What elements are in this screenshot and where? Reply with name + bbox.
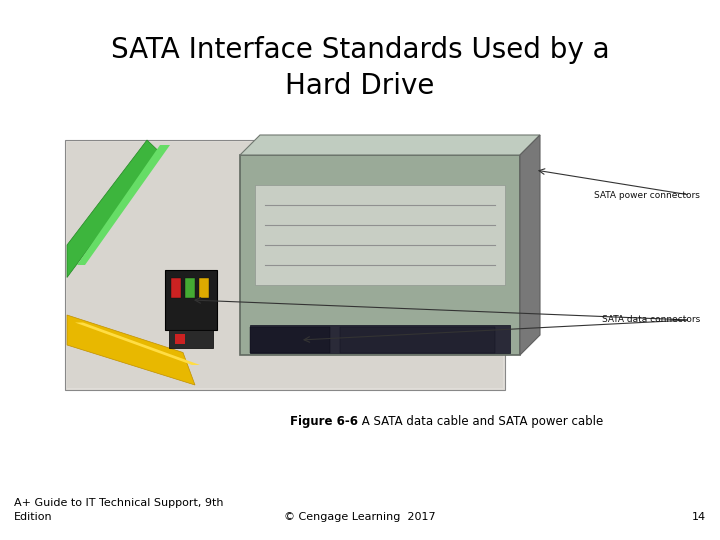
Bar xyxy=(250,325,510,353)
Text: 14: 14 xyxy=(692,512,706,522)
Bar xyxy=(255,185,505,285)
Bar xyxy=(67,142,503,388)
Polygon shape xyxy=(67,315,195,385)
Text: A SATA data cable and SATA power cable: A SATA data cable and SATA power cable xyxy=(358,415,603,429)
Bar xyxy=(240,155,520,355)
Bar xyxy=(199,278,209,298)
Text: A+ Guide to IT Technical Support, 9th
Edition: A+ Guide to IT Technical Support, 9th Ed… xyxy=(14,498,223,522)
Polygon shape xyxy=(67,140,160,278)
Bar xyxy=(175,334,185,344)
Bar xyxy=(165,270,217,330)
Bar xyxy=(185,278,195,298)
Text: SATA Interface Standards Used by a
Hard Drive: SATA Interface Standards Used by a Hard … xyxy=(111,36,609,100)
Bar xyxy=(65,140,505,390)
Text: Figure 6-6: Figure 6-6 xyxy=(290,415,358,429)
Text: © Cengage Learning  2017: © Cengage Learning 2017 xyxy=(284,512,436,522)
Bar xyxy=(169,330,213,348)
Text: SATA data connectors: SATA data connectors xyxy=(602,315,700,325)
Polygon shape xyxy=(77,145,170,265)
Bar xyxy=(340,327,495,353)
Bar xyxy=(250,327,330,353)
Polygon shape xyxy=(240,135,540,155)
Text: SATA power connectors: SATA power connectors xyxy=(594,191,700,199)
Polygon shape xyxy=(75,322,200,365)
Bar xyxy=(171,278,181,298)
Polygon shape xyxy=(520,135,540,355)
